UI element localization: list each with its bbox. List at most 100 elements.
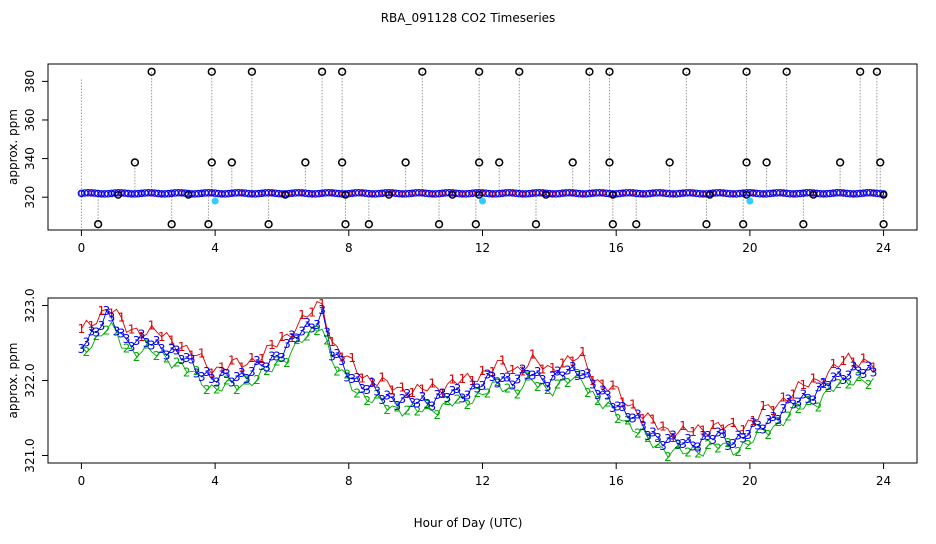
series-marker-3: 3 (865, 360, 873, 374)
series-marker-3: 3 (459, 392, 467, 406)
series-marker-2: 2 (273, 354, 281, 368)
series-marker-1: 1 (178, 340, 186, 354)
series-marker-3: 3 (213, 375, 221, 389)
series-marker-3: 3 (449, 384, 457, 398)
series-marker-2: 2 (574, 367, 582, 381)
series-marker-1: 1 (208, 367, 216, 381)
series-marker-1: 1 (569, 354, 577, 368)
x-tick-label: 24 (876, 474, 891, 488)
series-marker-3: 3 (238, 366, 246, 380)
series-marker-2: 2 (293, 333, 301, 347)
series-marker-2: 2 (93, 329, 101, 343)
baseline-point-red (850, 191, 857, 197)
series-marker-3: 3 (148, 338, 156, 352)
series-marker-2: 2 (123, 341, 131, 355)
series-marker-3: 3 (388, 391, 396, 405)
series-marker-2: 2 (494, 375, 502, 389)
series-marker-2: 2 (774, 415, 782, 429)
series-marker-3: 3 (128, 340, 136, 354)
top-outlier-points (93, 67, 888, 229)
series-marker-3: 3 (208, 372, 216, 386)
series-marker-2: 2 (594, 394, 602, 408)
series-marker-3: 3 (88, 324, 96, 338)
series-marker-1: 1 (469, 374, 477, 388)
series-marker-1: 1 (759, 399, 767, 413)
outlier-point (130, 158, 140, 167)
series-marker-3: 3 (764, 413, 772, 427)
series-marker-3: 3 (850, 359, 858, 373)
series-marker-1: 1 (419, 382, 427, 396)
baseline-point-red (650, 190, 656, 196)
series-marker-3: 3 (283, 337, 291, 351)
series-marker-3: 3 (233, 370, 241, 384)
series-marker-1: 1 (378, 370, 386, 384)
series-marker-3: 3 (93, 326, 101, 340)
series-marker-3: 3 (669, 428, 677, 442)
series-marker-2: 2 (83, 345, 91, 359)
series-marker-2: 2 (865, 378, 873, 392)
series-marker-3: 3 (805, 392, 813, 406)
series-marker-1: 1 (659, 420, 667, 434)
series-marker-3: 3 (749, 416, 757, 430)
series-marker-3: 3 (323, 325, 331, 339)
series-marker-1: 1 (870, 360, 878, 374)
x-tick-label: 16 (609, 241, 624, 255)
outlier-point (782, 67, 791, 76)
outlier-point (301, 158, 310, 167)
baseline-point-red (509, 190, 516, 196)
series-marker-3: 3 (790, 397, 798, 411)
series-marker-1: 1 (609, 379, 617, 393)
outlier-point (227, 158, 236, 167)
x-tick-label: 8 (345, 241, 353, 255)
series-marker-1: 1 (709, 418, 717, 432)
series-marker-2: 2 (724, 436, 732, 450)
series-marker-3: 3 (810, 393, 818, 407)
baseline-point-red (489, 191, 496, 197)
series-marker-3: 3 (103, 304, 111, 318)
series-marker-2: 2 (764, 428, 772, 442)
series-marker-1: 1 (699, 424, 707, 438)
series-marker-3: 3 (529, 369, 537, 383)
series-marker-1: 1 (278, 330, 286, 344)
baseline-point-red (560, 190, 566, 196)
series-marker-3: 3 (704, 429, 712, 443)
series-marker-2: 2 (343, 368, 351, 382)
series-marker-1: 1 (98, 304, 106, 318)
series-marker-3: 3 (584, 367, 592, 381)
series-marker-2: 2 (393, 400, 401, 414)
series-marker-3: 3 (674, 438, 682, 452)
series-marker-3: 3 (589, 378, 597, 392)
series-marker-2: 2 (263, 364, 271, 378)
series-marker-1: 1 (549, 361, 557, 375)
series-marker-3: 3 (774, 413, 782, 427)
series-marker-2: 2 (403, 404, 411, 418)
x-tick-label: 16 (609, 474, 624, 488)
y-tick-label: 320 (23, 186, 37, 209)
outlier-point (742, 67, 751, 76)
outlier-point (317, 67, 327, 76)
series-marker-3: 3 (699, 429, 707, 443)
series-marker-3: 3 (689, 440, 697, 454)
baseline-point-red (640, 191, 646, 197)
series-marker-1: 1 (689, 425, 697, 439)
baseline-point-red (249, 191, 255, 197)
series-marker-2: 2 (554, 378, 562, 392)
series-marker-3: 3 (373, 384, 381, 398)
y-tick-label: 380 (23, 70, 37, 93)
outlier-point (515, 67, 524, 76)
series-marker-2: 2 (333, 365, 341, 379)
series-marker-3: 3 (454, 382, 462, 396)
x-tick-label: 0 (78, 474, 86, 488)
series-marker-3: 3 (273, 350, 281, 364)
baseline-point-red (840, 190, 847, 196)
outlier-point (835, 158, 845, 167)
series-marker-3: 3 (439, 387, 447, 401)
baseline-point-red (800, 190, 806, 196)
baseline-point-black (385, 191, 393, 199)
series-marker-1: 1 (198, 347, 206, 361)
series-marker-1: 1 (559, 357, 567, 371)
series-marker-3: 3 (855, 365, 863, 379)
x-tick-label: 4 (211, 474, 219, 488)
series-marker-3: 3 (779, 402, 787, 416)
